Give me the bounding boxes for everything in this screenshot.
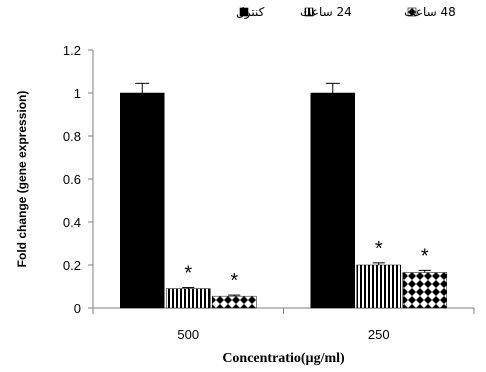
bar: [120, 92, 165, 309]
y-ticks: 0 0.2 0.4 0.6 0.8 1 1.2: [63, 43, 93, 316]
bar: [212, 295, 257, 309]
x-ticks: 500 250: [92, 308, 475, 342]
legend: کنترل 24 ساعت 48 ساعت: [236, 5, 456, 20]
legend-swatch: [304, 7, 314, 17]
bar: [402, 272, 447, 309]
y-tick-label: 1.2: [63, 43, 81, 58]
significance-marker: *: [421, 245, 429, 267]
bar: [166, 288, 211, 309]
significance-marker: *: [230, 270, 238, 292]
y-tick-label: 0.2: [63, 258, 81, 273]
legend-label: 24 ساعت: [300, 5, 352, 19]
bars: * * * *: [120, 82, 447, 309]
y-tick-label: 0: [74, 301, 81, 316]
y-tick-label: 1: [74, 86, 81, 101]
y-tick-label: 0.8: [63, 129, 81, 144]
legend-swatch: [407, 7, 417, 17]
x-tick-label: 500: [177, 327, 199, 342]
bar: [310, 92, 355, 309]
significance-marker: *: [184, 263, 192, 285]
x-axis-label: Concentratio(µg/ml): [222, 351, 345, 366]
y-tick-label: 0.4: [63, 215, 81, 230]
legend-label: کنترل: [236, 5, 265, 20]
y-tick-label: 0.6: [63, 172, 81, 187]
legend-label: 48 ساعت: [404, 5, 456, 19]
legend-swatch: [239, 7, 249, 17]
significance-marker: *: [375, 238, 383, 260]
bar: [356, 264, 401, 309]
x-tick-label: 250: [368, 327, 390, 342]
y-axis-label: Fold change (gene expression): [15, 91, 29, 268]
